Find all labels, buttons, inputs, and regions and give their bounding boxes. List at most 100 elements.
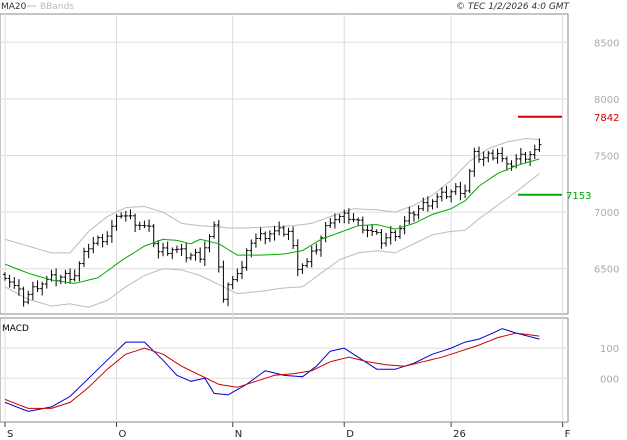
legend: MA20 BBands [1,2,74,12]
ohlc-bar [174,245,179,254]
ohlc-bar [40,281,45,296]
ohlc-bar [244,248,249,271]
chart-title: © TEC 1/2/2026 4:0 GMT [456,2,571,12]
ohlc-bar [449,189,454,203]
ohlc-bar [267,230,272,242]
ohlc-bar [295,239,300,277]
ohlc-bar [170,247,175,260]
ohlc-bar [425,196,430,212]
ohlc-bar [411,210,416,222]
y-tick-label: 8000 [594,95,619,106]
ohlc-bar [221,260,226,303]
ohlc-bar [82,247,86,267]
ohlc-bar [402,215,407,235]
ohlc-bar [453,183,458,196]
y-tick-label: 7500 [594,152,619,163]
ohlc-bar [109,219,114,243]
ohlc-bar [481,151,486,167]
bb-upper-line [4,137,540,254]
ohlc-bar [518,147,523,165]
x-tick-label: 26 [453,429,466,440]
ohlc-bar [537,138,542,152]
ohlc-bar [12,276,17,289]
ma20-line [4,158,540,284]
ohlc-bar [277,221,282,236]
ohlc-bar [286,227,291,241]
macd-tick-label: 000 [600,374,619,385]
ohlc-bar [184,242,189,263]
ohlc-bar [332,213,337,229]
ohlc-bar [263,231,268,245]
ohlc-bars [3,138,542,307]
ohlc-bar [161,242,165,257]
ohlc-bar [86,243,91,259]
ohlc-bar [35,280,40,293]
ohlc-bar [63,269,68,284]
x-tick-label: S [7,429,13,440]
legend-ma20: MA20 [1,2,27,12]
axes: 6500 7000 7500 8000 8500 000 100 S O N D 26 F [4,38,619,440]
ohlc-bar [249,239,254,258]
y-tick-label: 6500 [594,265,619,276]
ohlc-bar [147,219,152,232]
ohlc-bar [365,225,370,238]
ohlc-bar [165,241,170,256]
ohlc-bar [3,272,7,281]
ohlc-bar [258,227,263,241]
ohlc-bar [486,150,491,163]
ohlc-bar [370,224,375,237]
ohlc-bar [30,281,35,301]
ohlc-bar [509,160,514,171]
ohlc-bar [430,199,435,210]
bollinger-bands [4,137,540,308]
ohlc-bar [68,268,73,284]
level-label-7842: 7842 [594,113,619,124]
ohlc-bar [342,209,347,224]
macd-lines [4,328,540,412]
x-tick-label: O [119,429,127,440]
ohlc-bar [416,205,421,220]
ohlc-bar [128,209,133,220]
ohlc-bar [253,233,258,248]
ohlc-bar [528,150,533,166]
ohlc-bar [300,263,305,274]
ohlc-bar [388,226,393,245]
ohlc-bar [142,220,147,229]
macd-line [4,328,540,412]
macd-panel-background [0,317,569,423]
ohlc-bar [281,225,286,237]
macd-tick-label: 100 [600,344,619,355]
ohlc-bar [532,144,537,160]
ohlc-bar [198,247,203,263]
y-tick-label: 7000 [594,208,619,219]
ohlc-bar [133,213,138,233]
ohlc-bar [123,210,128,222]
ohlc-bar [7,274,12,288]
ohlc-bar [72,269,77,282]
price-levels: 7842 7153 [518,113,619,202]
ohlc-bar [240,261,244,280]
ohlc-bar [337,214,342,224]
ohlc-bar [374,229,379,235]
ohlc-bar [500,147,505,163]
ohlc-bar [407,206,412,225]
ohlc-bar [272,225,277,241]
ohlc-bar [458,181,463,201]
ohlc-bar [328,218,333,228]
ohlc-bar [463,184,468,199]
ohlc-bar [100,234,105,248]
ohlc-bar [212,221,217,239]
x-tick-label: N [235,429,242,440]
ohlc-bar [314,243,319,255]
ohlc-bar [393,230,398,242]
y-tick-label: 8500 [594,38,619,49]
ohlc-bar [444,185,449,199]
ohlc-bar [504,156,509,171]
ohlc-bar [467,168,472,194]
ohlc-bar [291,226,296,250]
ohlc-bar [21,286,26,307]
ohlc-bar [188,252,193,261]
ohlc-bar [202,241,207,266]
ohlc-bar [114,214,119,231]
